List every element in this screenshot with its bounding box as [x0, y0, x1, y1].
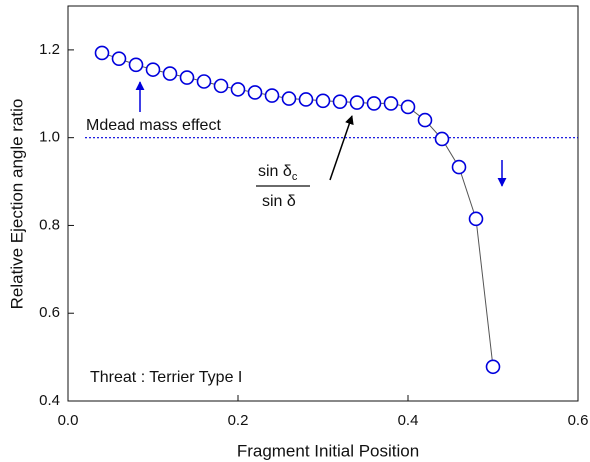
data-point [94, 45, 110, 61]
data-point [332, 94, 348, 109]
data-point [128, 57, 144, 73]
data-point [383, 96, 399, 111]
y-axis-title: Relative Ejection angle ratio [7, 99, 26, 310]
data-point [434, 131, 450, 147]
data-point [485, 359, 501, 375]
data-point [468, 211, 484, 227]
data-point [247, 85, 263, 100]
data-point [230, 82, 246, 97]
y-tick-label: 1.2 [39, 41, 60, 58]
x-tick-label: 0.6 [568, 412, 589, 429]
x-tick-label: 0.0 [58, 412, 79, 429]
data-point [264, 88, 280, 103]
annotation: Mdead mass effect [86, 117, 221, 134]
data-point [366, 96, 382, 111]
plot-frame [67, 5, 579, 402]
arrow [329, 115, 354, 181]
data-point [349, 95, 365, 110]
data-point [179, 70, 195, 85]
data-point [162, 66, 178, 81]
x-axis-title: Fragment Initial Position [237, 441, 419, 460]
data-point [400, 99, 416, 115]
data-point [111, 51, 127, 66]
y-tick-label: 0.4 [39, 392, 60, 409]
data-point [315, 93, 331, 109]
annotation: sin δc [258, 163, 298, 183]
y-tick-label: 0.6 [39, 304, 60, 321]
y-tick-label: 1.0 [39, 129, 60, 146]
data-point [145, 62, 161, 77]
data-point [281, 91, 297, 106]
x-tick-label: 0.4 [398, 412, 419, 429]
x-tick-label: 0.2 [228, 412, 249, 429]
data-line [101, 52, 494, 367]
annotation: Threat : Terrier Type I [90, 369, 242, 386]
data-point [298, 92, 314, 107]
y-tick-label: 0.8 [39, 216, 60, 233]
data-point [196, 74, 212, 89]
data-point [451, 159, 467, 175]
data-point [213, 78, 229, 94]
annotation: sin δ [262, 193, 296, 210]
data-point [417, 112, 433, 128]
